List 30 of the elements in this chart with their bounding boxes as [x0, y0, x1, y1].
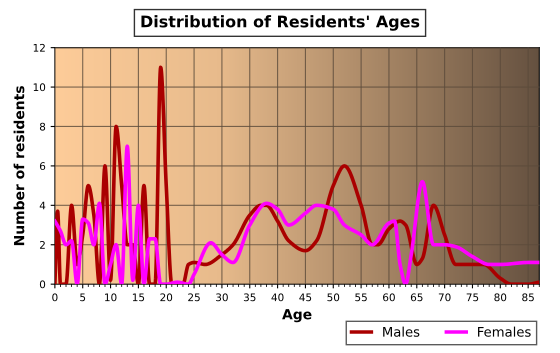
- y-tick-label: 8: [40, 122, 46, 131]
- x-tick-label: 10: [105, 293, 116, 302]
- x-tick-label: 60: [383, 293, 395, 302]
- x-tick-label: 40: [271, 293, 284, 302]
- x-tick-label: 35: [244, 293, 256, 302]
- legend-label: Males: [383, 326, 420, 337]
- x-tick-label: 65: [410, 293, 423, 302]
- x-tick-label: 30: [216, 293, 228, 302]
- x-tick-label: 0: [52, 293, 58, 302]
- y-tick-label: 2: [40, 240, 45, 249]
- y-tick-label: 10: [34, 83, 46, 92]
- legend-label: Females: [478, 326, 531, 337]
- y-tick-label: 6: [40, 162, 46, 170]
- x-tick-label: 5: [80, 294, 86, 302]
- y-tick-label: 0: [40, 280, 46, 288]
- x-tick-label: 25: [188, 293, 200, 302]
- x-tick-label: 80: [494, 293, 506, 302]
- x-tick-label: 70: [438, 293, 451, 302]
- y-tick-label: 12: [34, 44, 45, 52]
- x-tick-label: 45: [299, 294, 312, 302]
- x-tick-label: 20: [160, 293, 172, 302]
- x-tick-label: 15: [132, 294, 144, 302]
- x-tick-label: 50: [327, 293, 340, 302]
- x-tick-label: 75: [466, 294, 478, 302]
- x-tick-label: 55: [355, 294, 367, 302]
- y-axis-title: Number of residents: [14, 86, 24, 246]
- chart-title: Distribution of Residents' Ages: [141, 15, 420, 31]
- y-tick-label: 4: [40, 202, 46, 210]
- x-axis-title: Age: [282, 309, 312, 322]
- x-tick-label: 85: [522, 293, 534, 302]
